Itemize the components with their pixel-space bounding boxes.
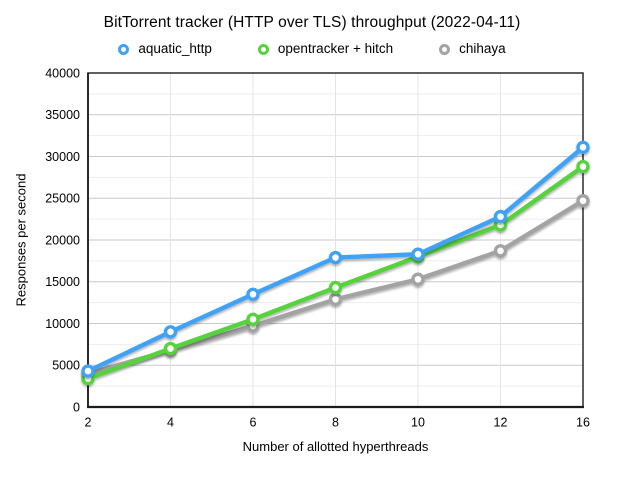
data-point-marker: [576, 194, 590, 208]
legend-ring-marker-icon: [257, 43, 269, 55]
legend-ring-marker-icon: [118, 43, 130, 55]
chart-title: BitTorrent tracker (HTTP over TLS) throu…: [103, 14, 521, 31]
legend-label: chihaya: [459, 41, 506, 56]
x-tick-label: 6: [250, 416, 257, 430]
x-tick-label: 16: [576, 416, 590, 430]
data-point-marker: [576, 140, 590, 155]
x-tick-label: 8: [332, 416, 339, 430]
x-tick-label: 4: [167, 416, 174, 430]
data-point-marker: [411, 247, 425, 261]
data-point-marker: [163, 325, 178, 339]
data-point-marker: [328, 292, 343, 306]
legend: aquatic_http opentracker + hitch chihaya: [0, 40, 624, 58]
x-tick-label: 2: [85, 416, 92, 430]
y-tick-label: 35000: [45, 108, 80, 122]
data-point-marker: [411, 272, 425, 286]
data-point-marker: [163, 341, 178, 356]
data-point-marker: [493, 209, 508, 224]
y-tick-label: 40000: [45, 66, 80, 80]
data-point-marker: [328, 250, 343, 265]
y-tick-label: 0: [73, 400, 80, 414]
data-point-marker: [493, 244, 508, 258]
data-point-marker: [328, 280, 343, 295]
y-axis-title: Responses per second: [13, 173, 29, 307]
legend-item-chihaya: chihaya: [439, 42, 506, 56]
y-tick-label: 25000: [45, 192, 80, 206]
y-tick-label: 20000: [45, 233, 80, 247]
y-tick-label: 10000: [45, 317, 80, 331]
data-point-marker: [576, 159, 590, 174]
x-axis-title: Number of allotted hyperthreads: [242, 439, 429, 454]
y-tick-label: 5000: [52, 359, 80, 373]
legend-item-aquatic-http: aquatic_http: [118, 42, 212, 56]
legend-label: aquatic_http: [138, 41, 212, 56]
y-tick-label: 30000: [45, 150, 80, 164]
data-point-marker: [246, 287, 260, 301]
data-point-marker: [81, 364, 95, 378]
x-tick-label: 12: [494, 416, 508, 430]
legend-ring-marker-icon: [439, 43, 451, 55]
data-point-marker: [246, 312, 260, 327]
x-tick-label: 10: [411, 416, 425, 430]
legend-label: opentracker + hitch: [277, 41, 394, 56]
legend-item-opentracker-hitch: opentracker + hitch: [257, 41, 394, 56]
series-aquatic-http: [81, 140, 590, 378]
y-tick-label: 15000: [45, 275, 80, 289]
